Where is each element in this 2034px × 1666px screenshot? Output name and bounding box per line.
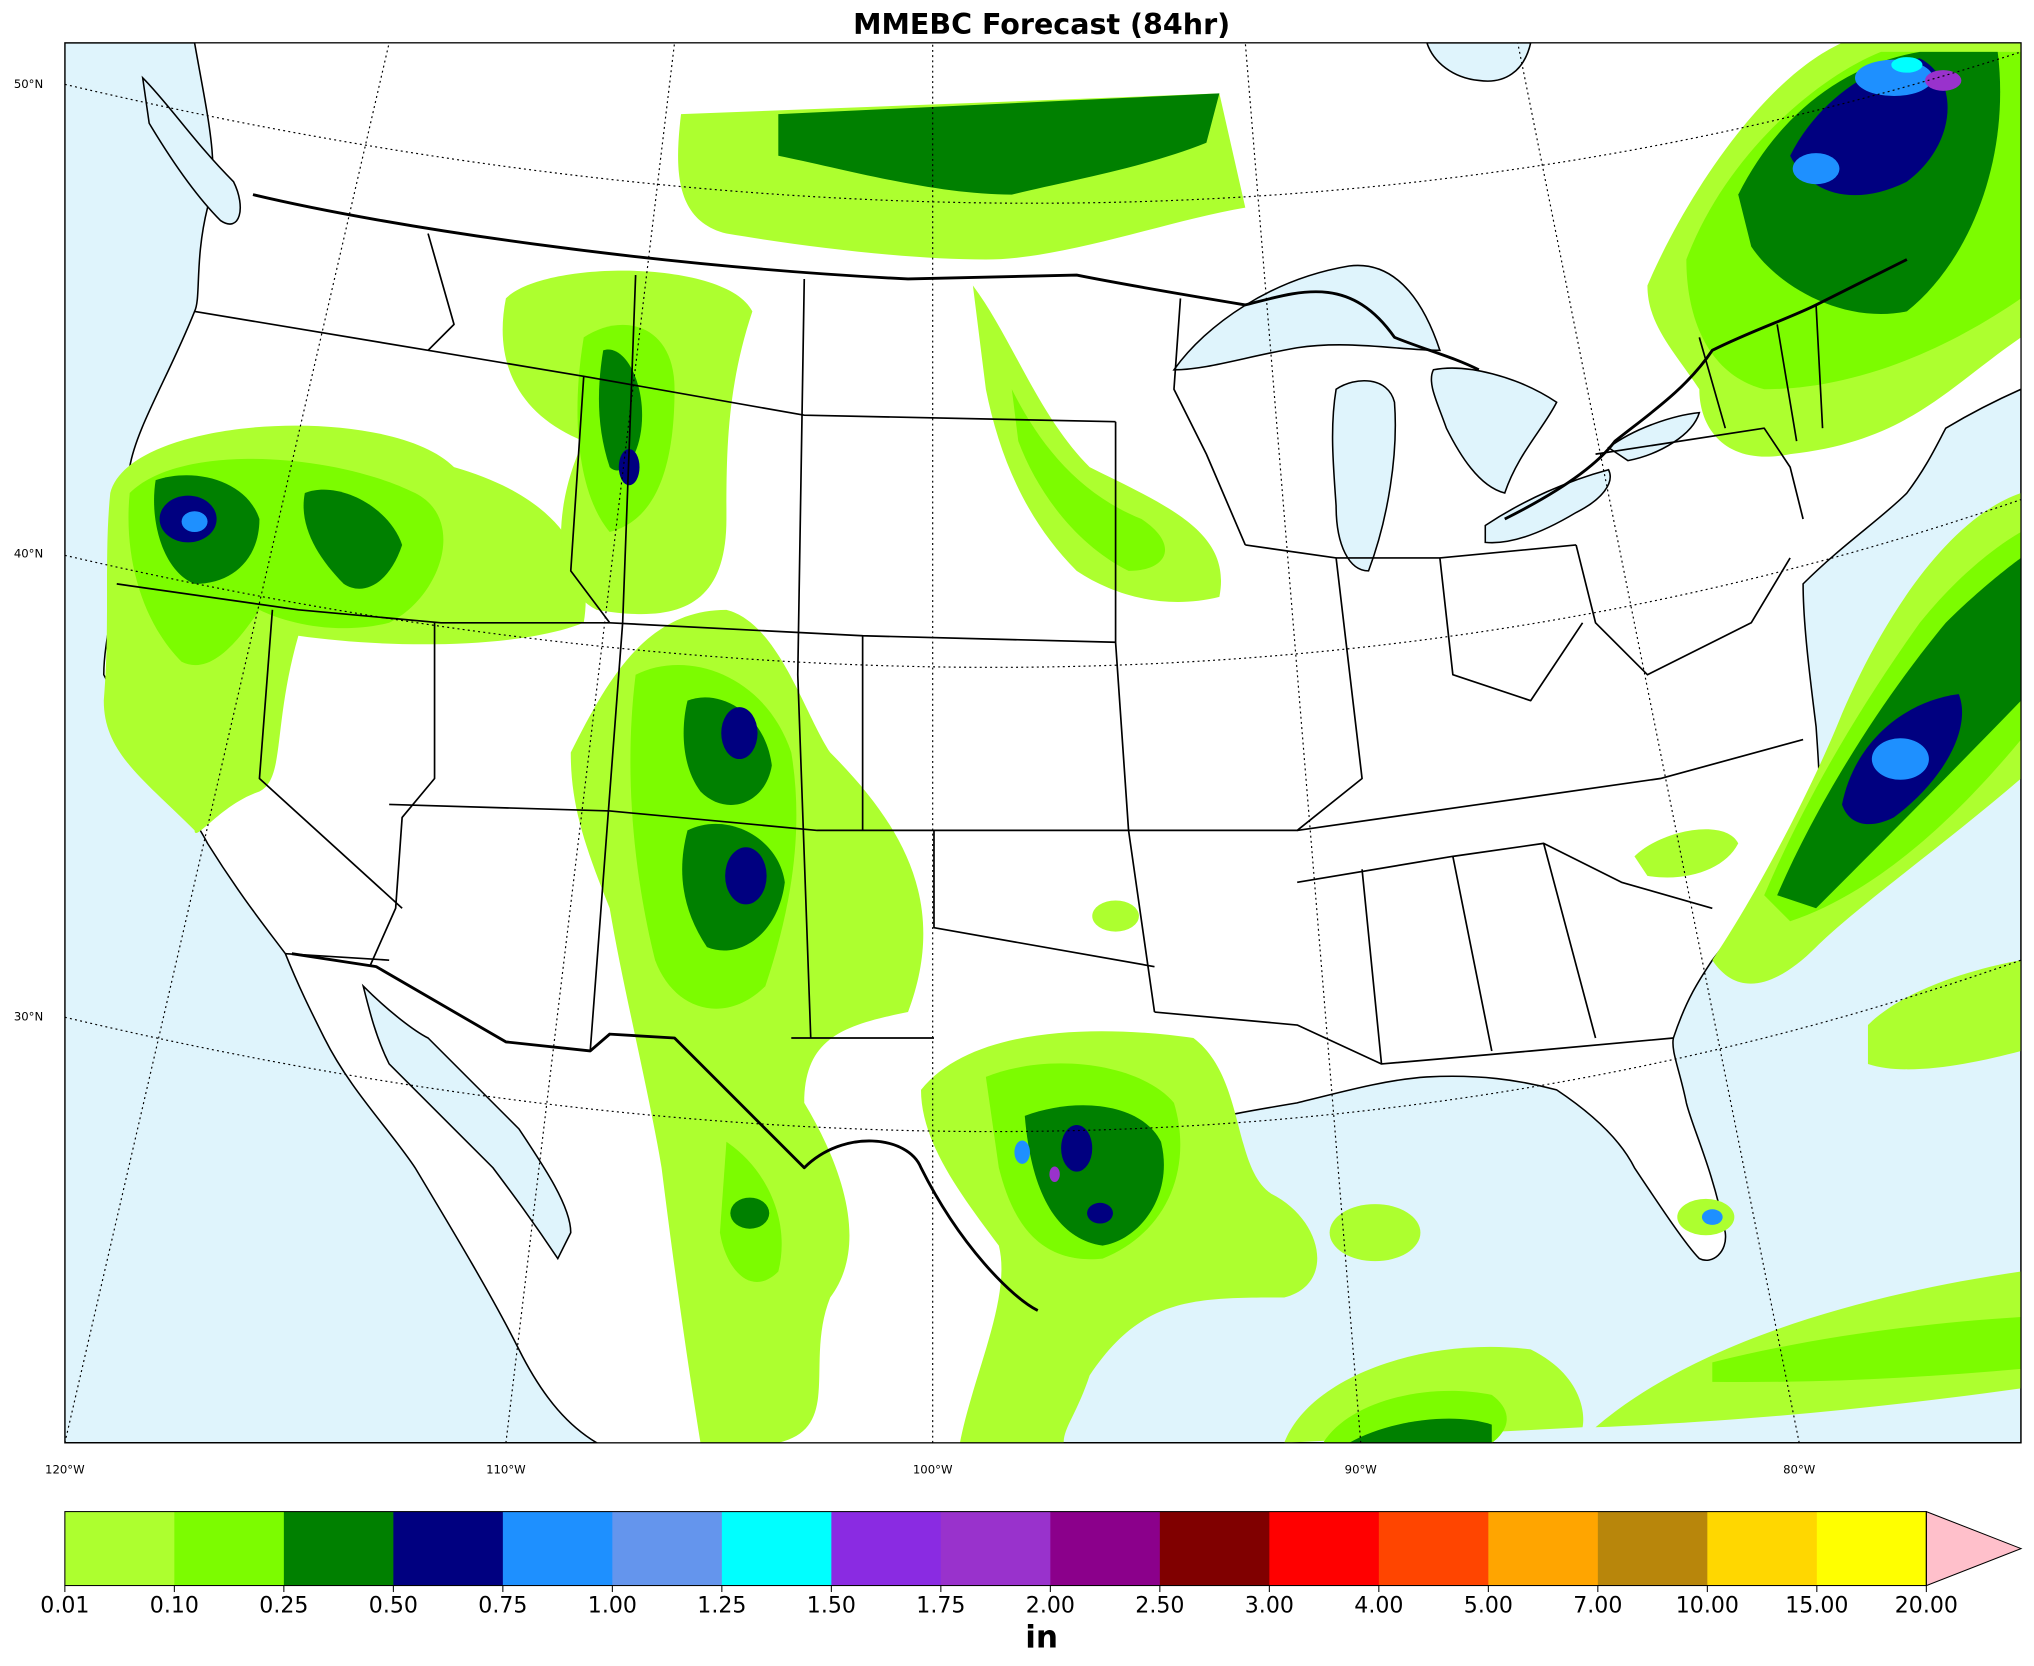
- colorbar-segment: [1597, 1511, 1708, 1586]
- colorbar-segment: [1707, 1511, 1818, 1586]
- lat-label: 50°N: [14, 77, 43, 91]
- colorbar-tick-label: 4.00: [1354, 1593, 1403, 1618]
- precipitation: [103, 42, 2022, 1443]
- colorbar-segment: [1050, 1511, 1161, 1586]
- lake-michigan: [1331, 379, 1397, 572]
- colorbar-tick-label: 0.75: [478, 1593, 527, 1618]
- colorbar-tick-label: 2.50: [1135, 1593, 1184, 1618]
- colorbar-segment: [174, 1511, 285, 1586]
- map-title: MMEBC Forecast (84hr): [853, 8, 1230, 41]
- colorbar-tick-label: 1.75: [916, 1593, 965, 1618]
- colorbar: 0.01 0.10 0.25 0.50 0.75 1.00 1.25 1.50 1.75 2.00…: [40, 1510, 2023, 1656]
- colorbar-tick-label: 0.50: [369, 1593, 418, 1618]
- colorbar-tick-label: 7.00: [1573, 1593, 1622, 1618]
- axis-labels: 50°N 40°N 30°N 120°W 110°W 100°W 90°W 80°W: [14, 77, 1816, 1477]
- lat-label: 40°N: [14, 547, 43, 561]
- colorbar-segment: [721, 1511, 832, 1586]
- colorbar-tick-label: 1.25: [697, 1593, 746, 1618]
- puget-sound: [141, 75, 241, 225]
- colorbar-tick-label: 0.01: [40, 1593, 89, 1618]
- borders: [116, 193, 1908, 1312]
- colorbar-tick-label: 0.10: [150, 1593, 199, 1618]
- colorbar-segment: [1488, 1511, 1599, 1586]
- colorbar-segment: [393, 1511, 504, 1586]
- lake-erie: [1484, 468, 1611, 544]
- colorbar-tick-label: 2.00: [1026, 1593, 1075, 1618]
- colorbar-segment: [1378, 1511, 1489, 1586]
- water: [64, 42, 2022, 1443]
- map: [64, 42, 2022, 1443]
- lake-superior: [1172, 264, 1441, 371]
- colorbar-tick-label: 15.00: [1785, 1593, 1848, 1618]
- colorbar-unit: in: [1025, 1620, 1058, 1656]
- colorbar-segment: [831, 1511, 942, 1586]
- lon-label: 120°W: [45, 1463, 85, 1477]
- colorbar-segment: [1269, 1511, 1380, 1586]
- colorbar-tick-label: 1.00: [588, 1593, 637, 1618]
- colorbar-tick-label: 3.00: [1245, 1593, 1294, 1618]
- colorbar-segment: [502, 1511, 614, 1586]
- colorbar-tick-label: 10.00: [1676, 1593, 1739, 1618]
- colorbar-tick-label: 0.25: [259, 1593, 308, 1618]
- lon-label: 100°W: [913, 1463, 953, 1477]
- colorbar-segment: [64, 1511, 176, 1586]
- gulf-of-california: [361, 983, 572, 1261]
- colorbar-tick-label: 5.00: [1464, 1593, 1513, 1618]
- colorbar-tick-label: 20.00: [1895, 1593, 1958, 1618]
- colorbar-segment: [1159, 1511, 1270, 1586]
- colorbar-extension: [1925, 1510, 2023, 1587]
- lake-huron: [1430, 367, 1558, 494]
- lon-label: 90°W: [1345, 1463, 1378, 1477]
- colorbar-segment: [940, 1511, 1051, 1586]
- colorbar-outline: [64, 1511, 1927, 1587]
- colorbar-segment: [1816, 1511, 1927, 1586]
- map-frame: [64, 42, 2022, 1444]
- lon-label: 80°W: [1783, 1463, 1816, 1477]
- colorbar-segment: [283, 1511, 395, 1586]
- colorbar-tick-label: 1.50: [807, 1593, 856, 1618]
- colorbar-segment: [612, 1511, 723, 1586]
- lat-label: 30°N: [14, 1010, 43, 1024]
- hudson-bay: [1426, 42, 1532, 82]
- lon-label: 110°W: [486, 1463, 526, 1477]
